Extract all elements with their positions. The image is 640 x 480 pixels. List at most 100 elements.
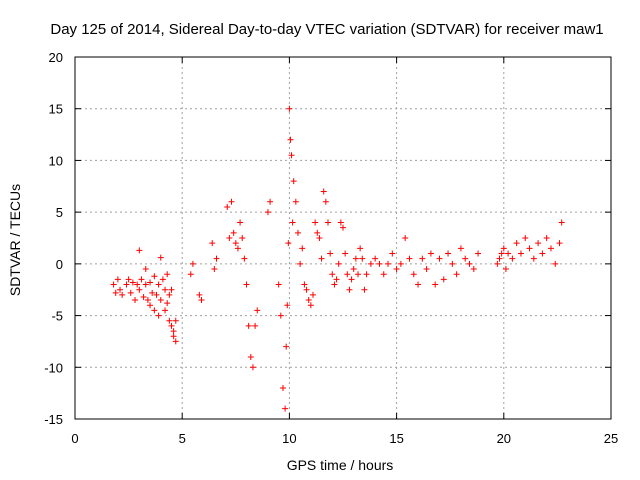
data-point — [457, 245, 464, 252]
data-point — [333, 276, 340, 283]
data-point — [432, 281, 439, 288]
data-point — [285, 240, 292, 247]
data-point — [496, 255, 503, 262]
data-point — [157, 297, 164, 304]
data-point — [301, 281, 308, 288]
data-point — [224, 203, 231, 210]
data-point — [147, 279, 154, 286]
data-point — [119, 291, 126, 298]
x-tick-label: 15 — [389, 431, 403, 446]
data-point — [513, 240, 520, 247]
data-point — [380, 271, 387, 278]
data-point — [539, 250, 546, 257]
data-point — [112, 289, 119, 296]
data-point — [168, 286, 175, 293]
data-point — [305, 297, 312, 304]
data-points — [110, 105, 565, 412]
data-point — [558, 219, 565, 226]
data-point — [155, 312, 162, 319]
data-point — [164, 271, 171, 278]
data-point — [245, 322, 252, 329]
x-tick-label: 20 — [497, 431, 511, 446]
data-point — [290, 178, 297, 185]
data-point — [189, 260, 196, 267]
data-point — [543, 235, 550, 241]
data-point — [277, 312, 284, 319]
y-tick-label: 0 — [56, 257, 63, 272]
data-point — [172, 317, 179, 324]
data-point — [286, 105, 293, 112]
data-point — [385, 260, 392, 267]
data-point — [164, 300, 171, 307]
data-point — [170, 333, 177, 340]
data-point — [337, 219, 344, 226]
data-point — [415, 281, 422, 288]
data-point — [324, 219, 331, 226]
data-point — [440, 276, 447, 283]
data-point — [427, 250, 434, 257]
data-point — [252, 322, 259, 329]
data-point — [410, 271, 417, 278]
data-point — [342, 250, 349, 257]
data-point — [289, 219, 296, 226]
data-point — [162, 307, 169, 314]
data-point — [288, 152, 295, 159]
data-point — [556, 240, 563, 247]
data-point — [299, 245, 306, 252]
grid — [75, 57, 611, 419]
data-point — [350, 266, 357, 273]
data-point — [228, 198, 235, 205]
data-point — [254, 307, 261, 314]
data-point — [275, 281, 282, 288]
data-point — [264, 209, 271, 216]
data-point — [209, 240, 216, 247]
data-point — [283, 343, 290, 350]
data-point — [125, 276, 132, 283]
data-point — [132, 297, 139, 304]
data-point — [168, 322, 175, 329]
data-point — [153, 291, 160, 298]
data-point — [196, 291, 203, 298]
data-point — [123, 281, 130, 288]
data-point — [213, 255, 220, 262]
data-point — [142, 266, 149, 273]
y-tick-label: 5 — [56, 205, 63, 220]
data-point — [243, 281, 250, 288]
data-point — [530, 255, 537, 262]
data-point — [138, 276, 145, 283]
data-point — [292, 198, 299, 205]
data-point — [282, 405, 289, 412]
data-point — [340, 224, 346, 231]
data-point — [314, 229, 321, 236]
data-point — [140, 293, 147, 300]
data-point — [249, 364, 256, 371]
data-point — [402, 235, 409, 241]
data-point — [517, 250, 524, 257]
data-point — [475, 250, 482, 257]
data-point — [389, 250, 396, 257]
y-tick-label: -5 — [51, 309, 63, 324]
data-point — [500, 245, 507, 252]
data-point — [284, 302, 291, 309]
data-point — [144, 297, 151, 304]
data-point — [198, 297, 205, 304]
y-tick-label: 20 — [49, 50, 63, 65]
y-tick-label: -10 — [44, 360, 63, 375]
data-point — [355, 271, 362, 278]
data-point — [155, 281, 162, 288]
data-point — [151, 307, 158, 314]
data-point — [237, 219, 244, 226]
data-point — [157, 254, 164, 261]
y-tick-labels: -15 -10 -5 0 5 10 15 20 — [44, 50, 63, 427]
chart-title: Day 125 of 2014, Sidereal Day-to-day VTE… — [50, 21, 603, 38]
data-point — [331, 281, 338, 288]
data-point — [462, 255, 469, 262]
data-point — [346, 286, 353, 293]
data-point — [372, 255, 379, 262]
data-point — [419, 255, 426, 262]
data-point — [226, 235, 233, 241]
data-point — [114, 276, 121, 283]
data-point — [344, 271, 351, 278]
